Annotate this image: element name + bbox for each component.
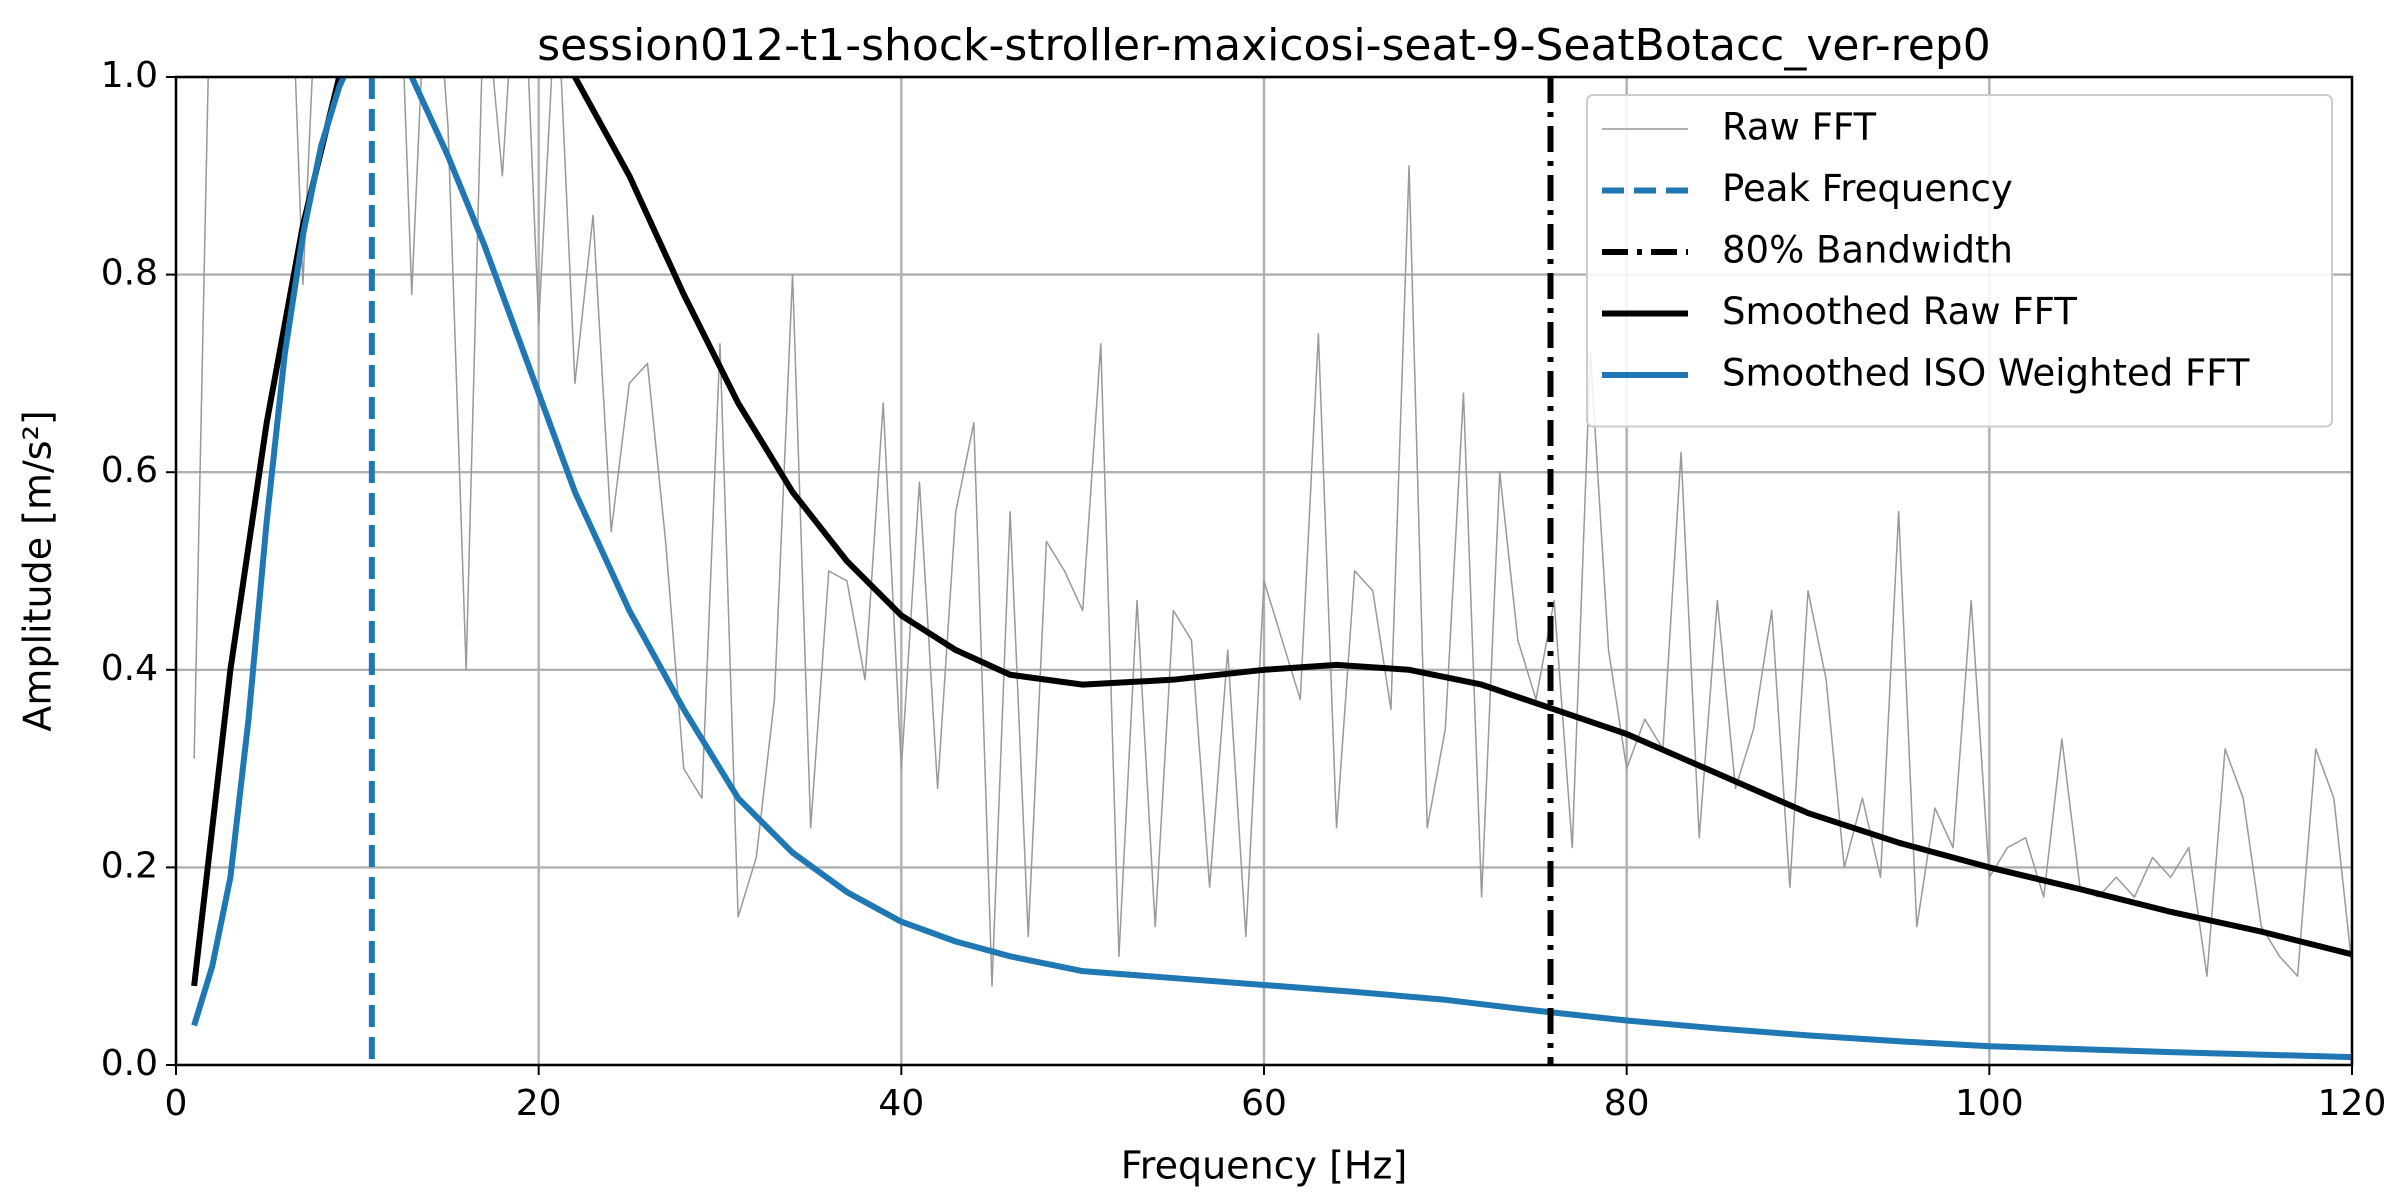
legend-box xyxy=(1586,94,2333,428)
y-tick-label: 1.0 xyxy=(101,55,158,96)
chart-title: session012-t1-shock-stroller-maxicosi-se… xyxy=(537,20,1991,71)
y-tick-label: 0.8 xyxy=(101,253,158,294)
y-tick-label: 0.2 xyxy=(101,845,158,886)
x-axis-label: Frequency [Hz] xyxy=(1121,1144,1408,1188)
legend-label: 80% Bandwidth xyxy=(1722,229,2013,272)
series-line xyxy=(191,77,2352,1061)
x-tick-label: 40 xyxy=(878,1083,924,1124)
y-tick-label: 0.6 xyxy=(101,450,158,491)
ticks: 0 20 40 60 80 100 120 0.0 0.2 0.4 0.6 0.8 1.0 xyxy=(101,55,2387,1124)
series-line xyxy=(191,77,2352,987)
y-tick-label: 0.0 xyxy=(101,1043,158,1084)
y-tick-label: 0.4 xyxy=(101,648,158,689)
plot-area xyxy=(191,77,2352,1065)
legend-label: Smoothed ISO Weighted FFT xyxy=(1722,352,2250,395)
legend-label: Peak Frequency xyxy=(1722,167,2013,210)
x-tick-label: 120 xyxy=(2318,1083,2387,1124)
y-axis-label: Amplitude [m/s²] xyxy=(16,410,60,731)
legend-label: Smoothed Raw FFT xyxy=(1722,290,2077,333)
legend-label: Raw FFT xyxy=(1722,106,1877,149)
x-tick-label: 20 xyxy=(516,1083,562,1124)
x-tick-label: 100 xyxy=(1955,1083,2024,1124)
series-line xyxy=(193,77,2352,987)
x-tick-label: 60 xyxy=(1241,1083,1287,1124)
x-tick-label: 0 xyxy=(165,1083,188,1124)
legend: Raw FFT Peak Frequency 80% Bandwidth Smooth… xyxy=(1586,94,2333,428)
x-tick-label: 80 xyxy=(1604,1083,1650,1124)
